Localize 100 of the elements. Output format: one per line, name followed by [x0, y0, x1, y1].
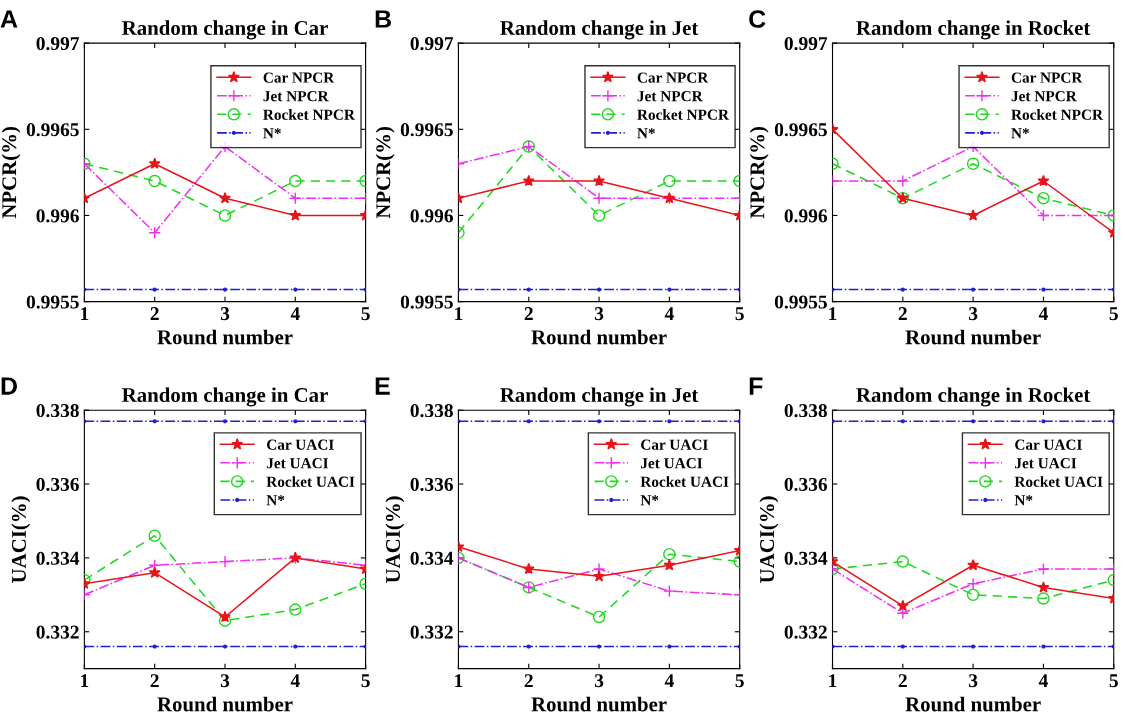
- x-tick-label: 4: [664, 674, 674, 688]
- legend-label: N*: [640, 495, 659, 506]
- text: C: [749, 10, 766, 28]
- legend-label: Rocket UACI: [640, 476, 729, 487]
- chart-title: Random change in Car: [122, 20, 328, 40]
- legend-label: N*: [266, 495, 285, 506]
- chart-title: Random change in Jet: [500, 387, 699, 407]
- x-tick-label: 1: [829, 307, 837, 320]
- y-tick-label: 0.9955: [774, 295, 827, 309]
- y-tick-label: 0.338: [410, 404, 453, 418]
- y-tick-label: 0.996: [410, 209, 454, 223]
- x-axis-title: Round number: [905, 329, 1041, 345]
- x-tick-label: 3: [594, 674, 604, 688]
- text: F: [749, 377, 763, 395]
- x-tick-label: 2: [150, 674, 159, 688]
- legend-label: Car UACI: [1015, 439, 1082, 450]
- legend-label: N*: [263, 128, 281, 139]
- legend-label: Rocket UACI: [1014, 476, 1103, 487]
- y-tick-label: 0.332: [784, 625, 827, 639]
- legend-label: Car NPCR: [1011, 72, 1083, 83]
- y-tick-label: 0.336: [410, 477, 454, 492]
- y-tick-label: 0.9965: [26, 123, 79, 137]
- legend-label: Jet UACI: [266, 458, 329, 469]
- x-tick-label: 5: [1109, 307, 1118, 321]
- legend-label: Jet UACI: [640, 458, 703, 469]
- x-tick-label: 1: [829, 674, 837, 688]
- y-tick-label: 0.9965: [400, 123, 453, 137]
- x-tick-label: 1: [455, 307, 463, 320]
- y-tick-label: 0.9965: [774, 123, 827, 137]
- legend-label: Jet NPCR: [1011, 91, 1077, 102]
- x-tick-label: 5: [1109, 674, 1118, 688]
- x-tick-label: 4: [1038, 307, 1048, 320]
- text: D: [1, 377, 17, 395]
- legend-label: Rocket UACI: [266, 476, 355, 487]
- y-tick-label: 0.997: [410, 36, 454, 51]
- legend-label: Rocket NPCR: [1011, 109, 1104, 120]
- x-tick-label: 3: [220, 307, 230, 321]
- legend-label: Jet UACI: [1015, 458, 1077, 469]
- y-axis-title: UACI(%): [759, 496, 779, 583]
- chart-title: Random change in Rocket: [856, 20, 1091, 40]
- y-tick-label: 0.334: [36, 551, 80, 565]
- y-tick-label: 0.996: [784, 209, 828, 223]
- x-tick-label: 4: [664, 307, 674, 320]
- text: E: [375, 377, 390, 395]
- y-tick-label: 0.997: [784, 36, 828, 51]
- chart-title: Random change in Rocket: [856, 387, 1091, 407]
- y-tick-label: 0.334: [410, 551, 454, 565]
- x-tick-label: 4: [290, 674, 300, 688]
- legend-label: Car NPCR: [263, 72, 335, 83]
- x-tick-label: 2: [524, 674, 533, 688]
- y-axis-title: UACI(%): [385, 496, 405, 583]
- legend-label: Car UACI: [641, 439, 708, 450]
- x-tick-label: 3: [969, 674, 978, 688]
- x-tick-label: 4: [1038, 674, 1048, 688]
- y-tick-label: 0.334: [784, 551, 828, 565]
- legend-label: N*: [1011, 128, 1030, 139]
- x-tick-label: 5: [361, 674, 370, 688]
- x-tick-label: 2: [150, 307, 159, 320]
- legend-label: Car NPCR: [637, 72, 709, 83]
- legend-label: N*: [1014, 495, 1033, 506]
- x-tick-label: 1: [81, 307, 89, 320]
- x-tick-label: 4: [290, 307, 300, 320]
- y-axis-title: NPCR(%): [375, 127, 395, 219]
- legend-label: Car UACI: [266, 439, 334, 450]
- x-axis-title: Round number: [905, 696, 1041, 712]
- y-axis-title: UACI(%): [11, 496, 31, 583]
- x-tick-label: 5: [735, 307, 744, 321]
- x-tick-label: 3: [594, 307, 604, 321]
- y-axis-title: NPCR(%): [1, 127, 21, 219]
- text: A: [0, 10, 18, 28]
- y-tick-label: 0.996: [36, 209, 79, 223]
- y-tick-label: 0.332: [36, 625, 79, 639]
- x-tick-label: 1: [81, 674, 89, 688]
- legend-label: Rocket NPCR: [637, 109, 730, 120]
- y-tick-label: 0.338: [36, 404, 79, 418]
- legend-label: Jet NPCR: [637, 91, 703, 102]
- y-tick-label: 0.9955: [400, 295, 453, 309]
- y-tick-label: 0.9955: [26, 295, 79, 309]
- text: B: [375, 10, 391, 28]
- x-axis-title: Round number: [531, 696, 667, 712]
- x-tick-label: 5: [735, 674, 744, 688]
- x-tick-label: 3: [969, 307, 978, 321]
- y-tick-label: 0.332: [410, 625, 453, 639]
- legend-label: Jet NPCR: [263, 91, 329, 102]
- chart-title: Random change in Car: [122, 387, 328, 407]
- y-axis-title: NPCR(%): [749, 127, 769, 219]
- y-tick-label: 0.336: [36, 477, 79, 492]
- x-tick-label: 2: [898, 674, 907, 688]
- x-tick-label: 1: [455, 674, 463, 688]
- legend-label: N*: [637, 128, 655, 139]
- x-tick-label: 3: [220, 674, 230, 688]
- x-axis-title: Round number: [531, 329, 667, 345]
- legend-label: Rocket NPCR: [263, 109, 356, 120]
- x-axis-title: Round number: [157, 696, 293, 712]
- x-tick-label: 2: [524, 307, 533, 320]
- y-tick-label: 0.336: [784, 477, 828, 492]
- y-tick-label: 0.338: [784, 404, 827, 418]
- x-axis-title: Round number: [157, 329, 293, 345]
- chart-title: Random change in Jet: [500, 20, 699, 40]
- y-tick-label: 0.997: [36, 36, 80, 51]
